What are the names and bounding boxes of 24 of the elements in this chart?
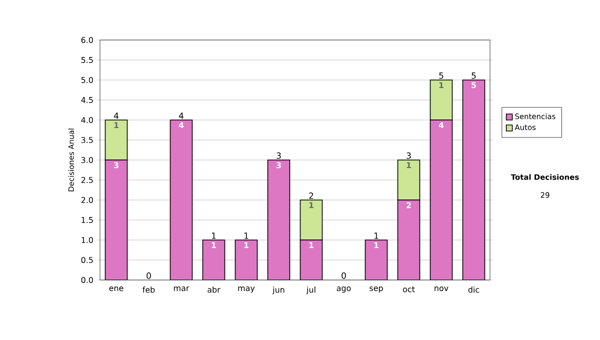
total-label: 3 xyxy=(276,152,281,159)
total-label: 2 xyxy=(309,192,314,199)
bar xyxy=(202,240,225,280)
total-label: 0 xyxy=(342,272,346,279)
bar xyxy=(300,200,323,240)
bar xyxy=(300,240,322,280)
total-label: 1 xyxy=(212,232,216,239)
total-label: 4 xyxy=(114,112,118,119)
bar xyxy=(397,160,420,200)
total-label: 3 xyxy=(406,152,411,159)
bar xyxy=(235,240,258,280)
bar xyxy=(170,120,192,280)
bar xyxy=(364,240,388,280)
bar xyxy=(104,160,128,280)
bar xyxy=(430,120,453,280)
total-label: 0 xyxy=(146,272,151,279)
total-label: 5 xyxy=(439,72,444,79)
bar xyxy=(462,80,486,280)
total-label: 1 xyxy=(374,232,378,239)
total-label: 5 xyxy=(472,72,476,79)
bar xyxy=(268,160,290,280)
bar xyxy=(397,200,420,280)
total-label: 4 xyxy=(178,112,184,119)
total-label: 1 xyxy=(244,232,248,239)
